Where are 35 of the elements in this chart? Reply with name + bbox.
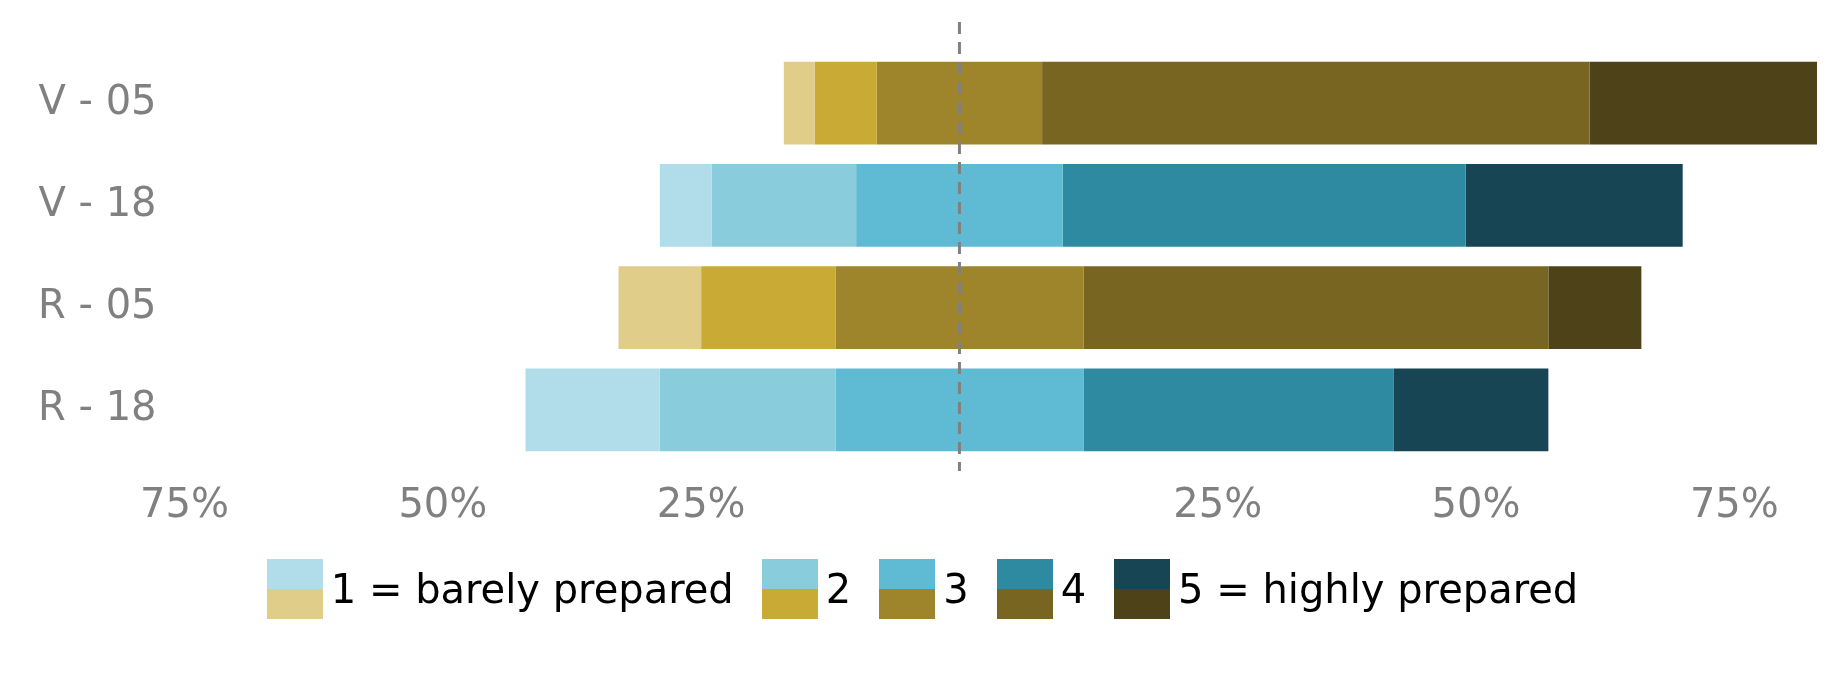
y-tick-label: R - 05 <box>37 281 157 328</box>
bar <box>1393 368 1549 452</box>
legend-label: 5 = highly prepared <box>1178 566 1579 612</box>
bar <box>783 61 815 145</box>
bar <box>876 61 1043 145</box>
x-tick-label: 50% <box>1431 480 1521 527</box>
bar <box>618 266 702 350</box>
x-tick-label: 25% <box>656 480 746 527</box>
bar <box>525 368 660 452</box>
bar <box>1083 266 1549 350</box>
bar <box>835 266 1084 350</box>
bar <box>1548 266 1642 350</box>
bar <box>1062 163 1466 247</box>
bar <box>835 368 1084 452</box>
x-tick-label: 50% <box>398 480 488 527</box>
bar <box>1042 61 1590 145</box>
legend-label: 1 = barely prepared <box>330 566 734 612</box>
bar <box>659 163 712 247</box>
bar <box>1589 61 1817 145</box>
bar <box>701 266 836 350</box>
y-tick-label: R - 18 <box>37 383 157 430</box>
y-tick-label: V - 05 <box>38 76 157 123</box>
legend-label: 4 <box>1060 566 1087 612</box>
legend-label: 2 <box>825 566 852 612</box>
legend-label: 3 <box>943 566 969 612</box>
x-tick-label: 25% <box>1173 480 1263 527</box>
y-tick-label: V - 18 <box>38 178 157 225</box>
bar <box>1465 163 1683 247</box>
bar <box>1083 368 1394 452</box>
x-tick-label: 75% <box>140 480 230 527</box>
bar <box>856 163 1063 247</box>
x-tick-label: 75% <box>1689 480 1779 527</box>
bar <box>711 163 857 247</box>
bar <box>814 61 877 145</box>
bar <box>659 368 836 452</box>
